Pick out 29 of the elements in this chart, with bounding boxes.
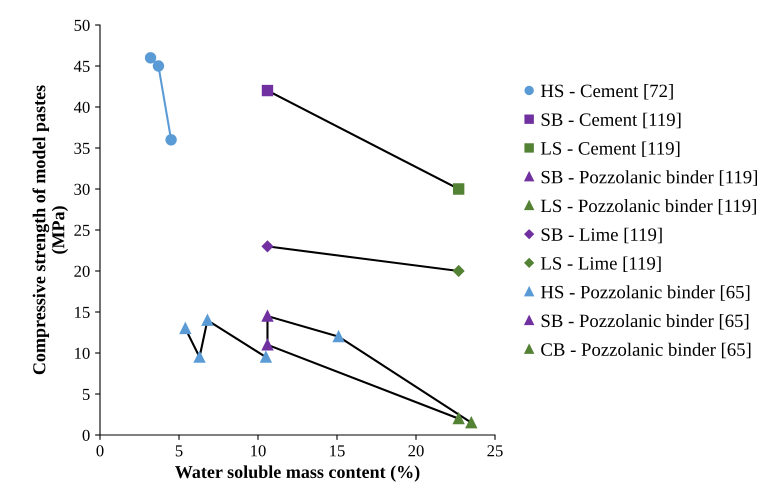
y-tick-label: 30 [74, 184, 90, 195]
y-tick-label: 35 [74, 142, 90, 154]
y-tick-label: 25 [74, 224, 90, 236]
legend-label: SB - Cement [119] [542, 112, 680, 128]
x-tick-label: 25 [487, 445, 503, 456]
legend-label: LS - Cement [119] [540, 141, 680, 158]
y-tick-label: 50 [74, 20, 90, 31]
y-tick-label: 45 [74, 60, 90, 72]
y-tick-label: 15 [75, 306, 90, 318]
y-tick-label: 0 [82, 430, 90, 441]
y-tick-label: 5 [82, 388, 90, 400]
legend-label: HS - Pozzolanic binder [65] [540, 285, 750, 301]
legend-label: CB - Pozzolanic binder [65] [541, 342, 750, 358]
legend-label: LS - Pozzolanic binder [119] [540, 198, 756, 214]
legend-label: LS - Lime [119] [540, 256, 661, 272]
y-axis-title: Compressive strength of model pastes (MPa) [32, 85, 68, 374]
legend-label: SB - Pozzolanic binder [119] [542, 170, 758, 186]
legend-label: SB - Pozzolanic binder [65] [542, 314, 748, 330]
x-axis-title: Water soluble mass content (%) [175, 465, 420, 482]
x-tick-label: 5 [176, 445, 183, 456]
x-tick-label: 15 [330, 445, 345, 456]
legend-label: SB - Lime [119] [542, 228, 662, 244]
x-tick-label: 20 [408, 445, 424, 456]
x-tick-label: 10 [251, 445, 266, 456]
y-tick-label: 40 [74, 102, 90, 113]
y-tick-label: 20 [74, 266, 90, 277]
x-tick-label: 0 [96, 445, 104, 456]
y-tick-label: 10 [75, 348, 90, 359]
legend-label: HS - Cement [72] [540, 84, 673, 100]
